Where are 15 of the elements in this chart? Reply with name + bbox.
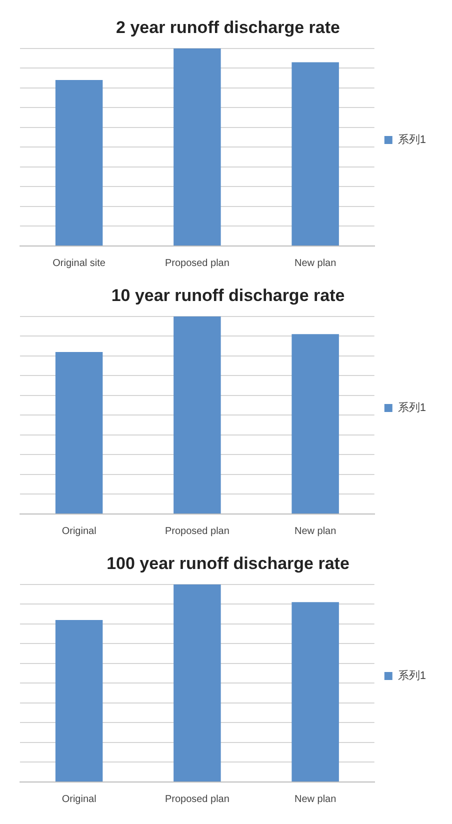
chart-title: 2 year runoff discharge rate <box>116 18 340 37</box>
chart-title: 10 year runoff discharge rate <box>111 286 345 305</box>
legend-label: 系列1 <box>398 669 426 682</box>
x-tick-label: Proposed plan <box>164 794 230 805</box>
legend-label: 系列1 <box>398 133 426 146</box>
legend-label: 系列1 <box>398 401 426 414</box>
x-tick-label: Proposed plan <box>164 258 230 269</box>
chart-title: 100 year runoff discharge rate <box>106 554 350 573</box>
x-tick-label: Original <box>62 794 96 805</box>
x-tick-label: New plan <box>294 526 336 537</box>
x-tick-label: New plan <box>294 258 336 269</box>
x-tick-label: Original <box>62 526 96 537</box>
x-tick-label: Proposed plan <box>164 526 230 537</box>
x-tick-label: Original site <box>52 258 106 269</box>
x-tick-label: New plan <box>294 794 336 805</box>
